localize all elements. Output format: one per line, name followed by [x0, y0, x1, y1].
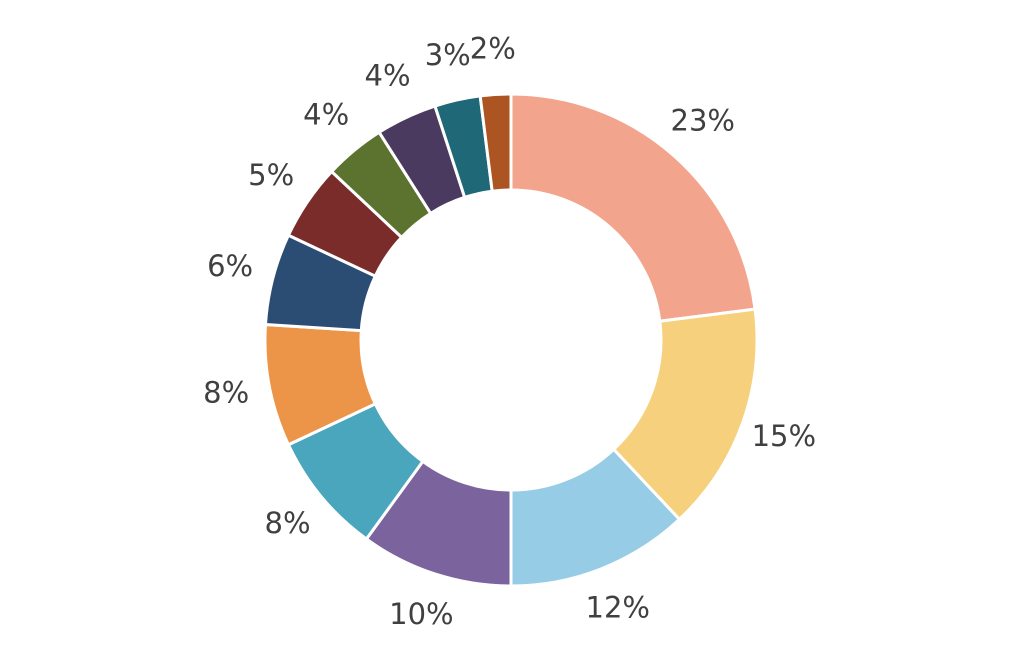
donut-slice — [509, 92, 757, 323]
data-label: 2% — [470, 32, 516, 66]
data-label: 4% — [303, 98, 349, 132]
data-label: 4% — [365, 59, 411, 93]
donut-slice — [478, 92, 513, 193]
data-label: 6% — [207, 249, 253, 283]
data-label: 10% — [389, 597, 453, 631]
data-label: 8% — [265, 506, 311, 540]
data-label: 23% — [671, 103, 735, 137]
data-label: 5% — [248, 158, 294, 192]
data-label: 3% — [425, 38, 471, 72]
data-label: 8% — [203, 375, 249, 409]
data-label: 12% — [586, 591, 650, 625]
data-label: 15% — [752, 419, 816, 453]
